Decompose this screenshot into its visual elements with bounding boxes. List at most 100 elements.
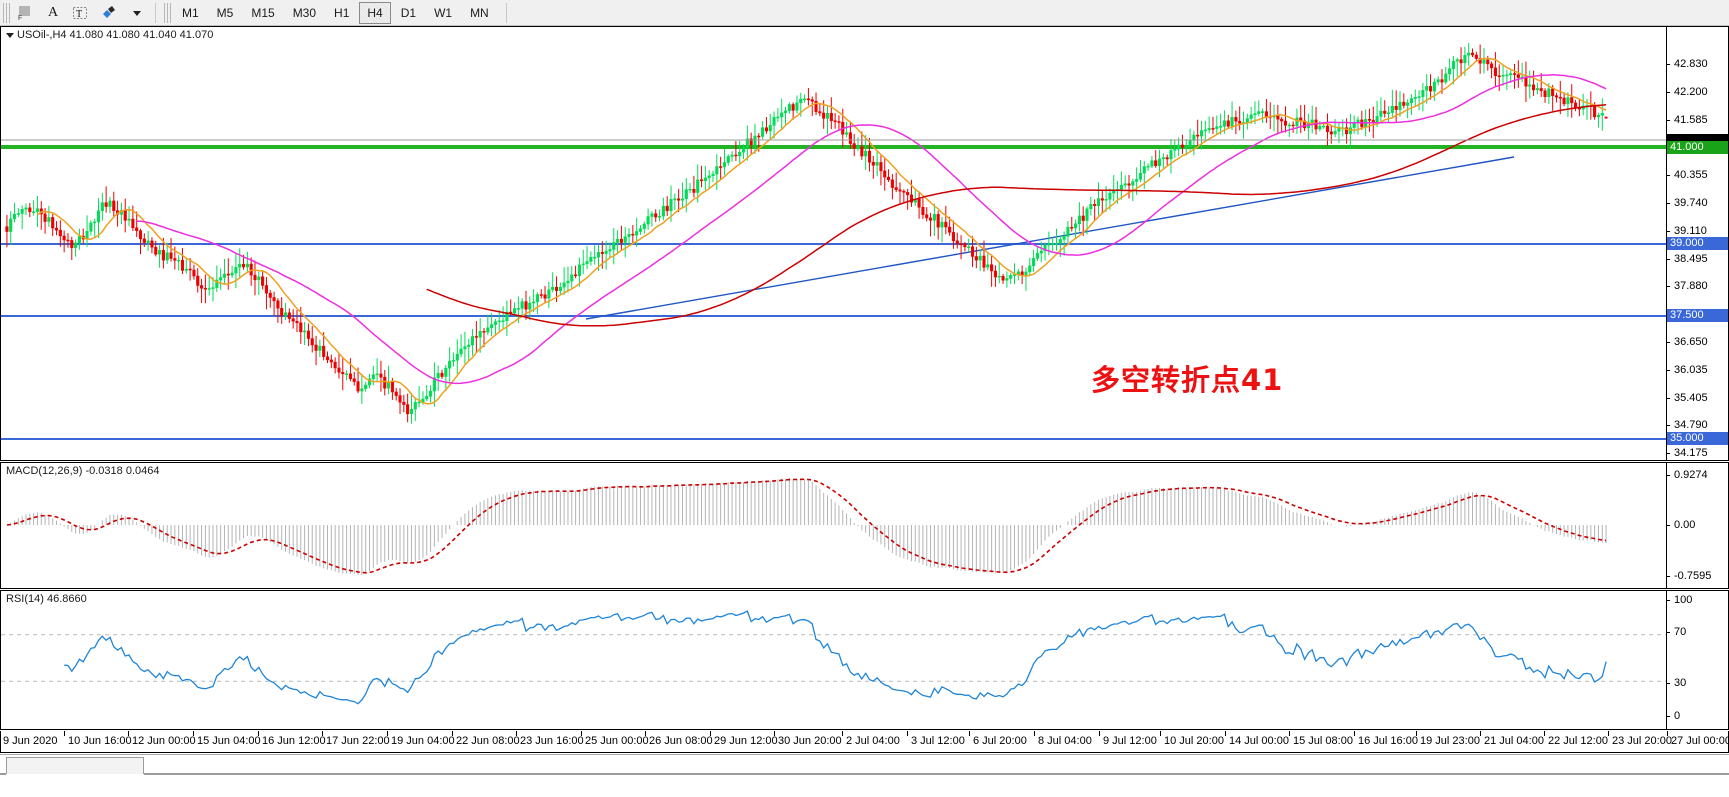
chart-tab-bar[interactable] — [0, 754, 1729, 797]
time-tick — [258, 731, 259, 736]
time-tick — [322, 731, 323, 736]
time-label: 12 Jun 00:00 — [132, 735, 196, 747]
axis-tick-0.00: 0.00 — [1667, 519, 1728, 531]
time-tick — [387, 731, 388, 736]
time-tick — [645, 731, 646, 736]
chart-area[interactable]: USOil-,H4 41.080 41.080 41.040 41.070 42… — [0, 26, 1729, 797]
price-tag-35000[interactable]: 35.000 — [1667, 432, 1728, 445]
timeframe-grip[interactable] — [164, 2, 171, 23]
timeframe-m5[interactable]: M5 — [216, 5, 234, 20]
timeframe-w1[interactable]: W1 — [434, 5, 453, 20]
tab-rule — [144, 773, 1729, 775]
timeframe-h4[interactable]: H4 — [359, 1, 391, 24]
price-axis[interactable]: 42.830 42.200 41.585 40.355 39.740 39.110 38.4… — [1666, 27, 1728, 460]
time-tick — [710, 731, 711, 736]
time-label: 22 Jun 08:00 — [456, 735, 520, 747]
timeframe-d1[interactable]: D1 — [400, 5, 417, 20]
axis-tick-36.035: 36.035 — [1667, 364, 1728, 376]
time-tick — [1608, 731, 1609, 736]
axis-tick-37.880: 37.880 — [1667, 280, 1728, 292]
crosshair-f-icon[interactable]: F — [13, 2, 39, 24]
dropdown-arrow-icon[interactable] — [125, 2, 149, 24]
time-label: 9 Jul 12:00 — [1103, 735, 1157, 747]
time-label: 10 Jul 20:00 — [1164, 735, 1224, 747]
chart-annotation-text: 多空转折点41 — [1091, 363, 1284, 397]
time-label: 25 Jun 00:00 — [585, 735, 649, 747]
axis-tick-41.585: 41.585 — [1667, 114, 1728, 126]
price-plot-region[interactable] — [1, 27, 1666, 460]
axis-tick--0.7595: -0.7595 — [1667, 570, 1728, 582]
time-axis[interactable]: 9 Jun 2020 10 Jun 16:00 12 Jun 00:00 15 Jun… — [0, 731, 1729, 753]
time-label: 15 Jul 08:00 — [1293, 735, 1353, 747]
objects-shapes-icon[interactable] — [95, 2, 123, 24]
text-box-T-icon[interactable]: T — [67, 2, 93, 24]
timeframe-mn[interactable]: MN — [470, 5, 489, 20]
time-label: 14 Jul 00:00 — [1229, 735, 1289, 747]
rsi-svg-layer — [1, 610, 1666, 705]
svg-text:F: F — [18, 15, 22, 21]
axis-tick-34.790: 34.790 — [1667, 419, 1728, 431]
time-label: 2 Jul 04:00 — [846, 735, 900, 747]
price-tag-39000[interactable]: 39.000 — [1667, 237, 1728, 250]
time-tick — [1667, 731, 1668, 736]
time-tick — [193, 731, 194, 736]
time-tick — [1099, 731, 1100, 736]
macd-panel[interactable]: MACD(12,26,9) -0.0318 0.0464 0.9274 0.00 -… — [0, 462, 1729, 589]
time-label: 22 Jul 12:00 — [1548, 735, 1608, 747]
time-label: 6 Jul 20:00 — [973, 735, 1027, 747]
time-tick — [581, 731, 582, 736]
main-toolbar: F A T M1 M5 M15 M30 H1 H4 D1 — [0, 0, 1729, 26]
price-tag-37500[interactable]: 37.500 — [1667, 309, 1728, 322]
price-tag-41000[interactable]: 41.000 — [1667, 141, 1728, 154]
time-tick — [969, 731, 970, 736]
time-label: 15 Jun 04:00 — [197, 735, 261, 747]
time-label: 21 Jul 04:00 — [1484, 735, 1544, 747]
price-chart-panel[interactable]: USOil-,H4 41.080 41.080 41.040 41.070 42… — [0, 26, 1729, 461]
timeframe-h1[interactable]: H1 — [334, 5, 350, 20]
time-tick — [1416, 731, 1417, 736]
axis-tick-39.110: 39.110 — [1667, 225, 1728, 237]
axis-tick-39.740: 39.740 — [1667, 197, 1728, 209]
time-tick — [774, 731, 775, 736]
axis-tick-70: 70 — [1667, 626, 1728, 638]
chart-tab[interactable] — [6, 757, 144, 774]
time-label: 3 Jul 12:00 — [911, 735, 965, 747]
timeframe-m30[interactable]: M30 — [292, 5, 317, 20]
time-label: 16 Jun 12:00 — [262, 735, 326, 747]
toolbar-divider — [155, 2, 156, 23]
axis-tick-35.405: 35.405 — [1667, 392, 1728, 404]
toolbar-divider-2 — [505, 2, 507, 23]
price-svg-layer — [1, 42, 1666, 440]
time-label: 16 Jul 16:00 — [1358, 735, 1418, 747]
macd-panel-label: MACD(12,26,9) -0.0318 0.0464 — [4, 465, 162, 477]
rsi-panel[interactable]: RSI(14) 46.8660 100 70 30 0 — [0, 590, 1729, 730]
time-tick — [1354, 731, 1355, 736]
time-label: 9 Jun 2020 — [3, 735, 58, 747]
rsi-plot-region[interactable] — [1, 591, 1666, 729]
time-tick — [1034, 731, 1035, 736]
macd-plot-region[interactable] — [1, 463, 1666, 588]
collapse-arrow-icon[interactable] — [6, 32, 14, 38]
axis-tick-42.200: 42.200 — [1667, 86, 1728, 98]
time-tick — [1544, 731, 1545, 736]
rsi-panel-label: RSI(14) 46.8660 — [4, 593, 89, 605]
time-tick — [1289, 731, 1290, 736]
time-tick — [516, 731, 517, 736]
macd-svg-layer — [6, 478, 1607, 575]
time-tick — [64, 731, 65, 736]
macd-axis[interactable]: 0.9274 0.00 -0.7595 — [1666, 463, 1728, 588]
time-label: 10 Jun 16:00 — [68, 735, 132, 747]
text-label-A-icon[interactable]: A — [47, 4, 59, 20]
timeframe-m1[interactable]: M1 — [182, 5, 199, 20]
time-label: 19 Jul 23:00 — [1420, 735, 1480, 747]
toolbar-grip[interactable] — [3, 2, 10, 23]
time-tick — [842, 731, 843, 736]
time-tick — [1160, 731, 1161, 736]
time-tick — [128, 731, 129, 736]
rsi-axis[interactable]: 100 70 30 0 — [1666, 591, 1728, 729]
time-label: 23 Jul 20:00 — [1612, 735, 1672, 747]
time-tick — [1480, 731, 1481, 736]
time-tick — [1225, 731, 1226, 736]
time-label: 27 Jul 00:00 — [1671, 735, 1729, 747]
timeframe-m15[interactable]: M15 — [251, 5, 275, 20]
